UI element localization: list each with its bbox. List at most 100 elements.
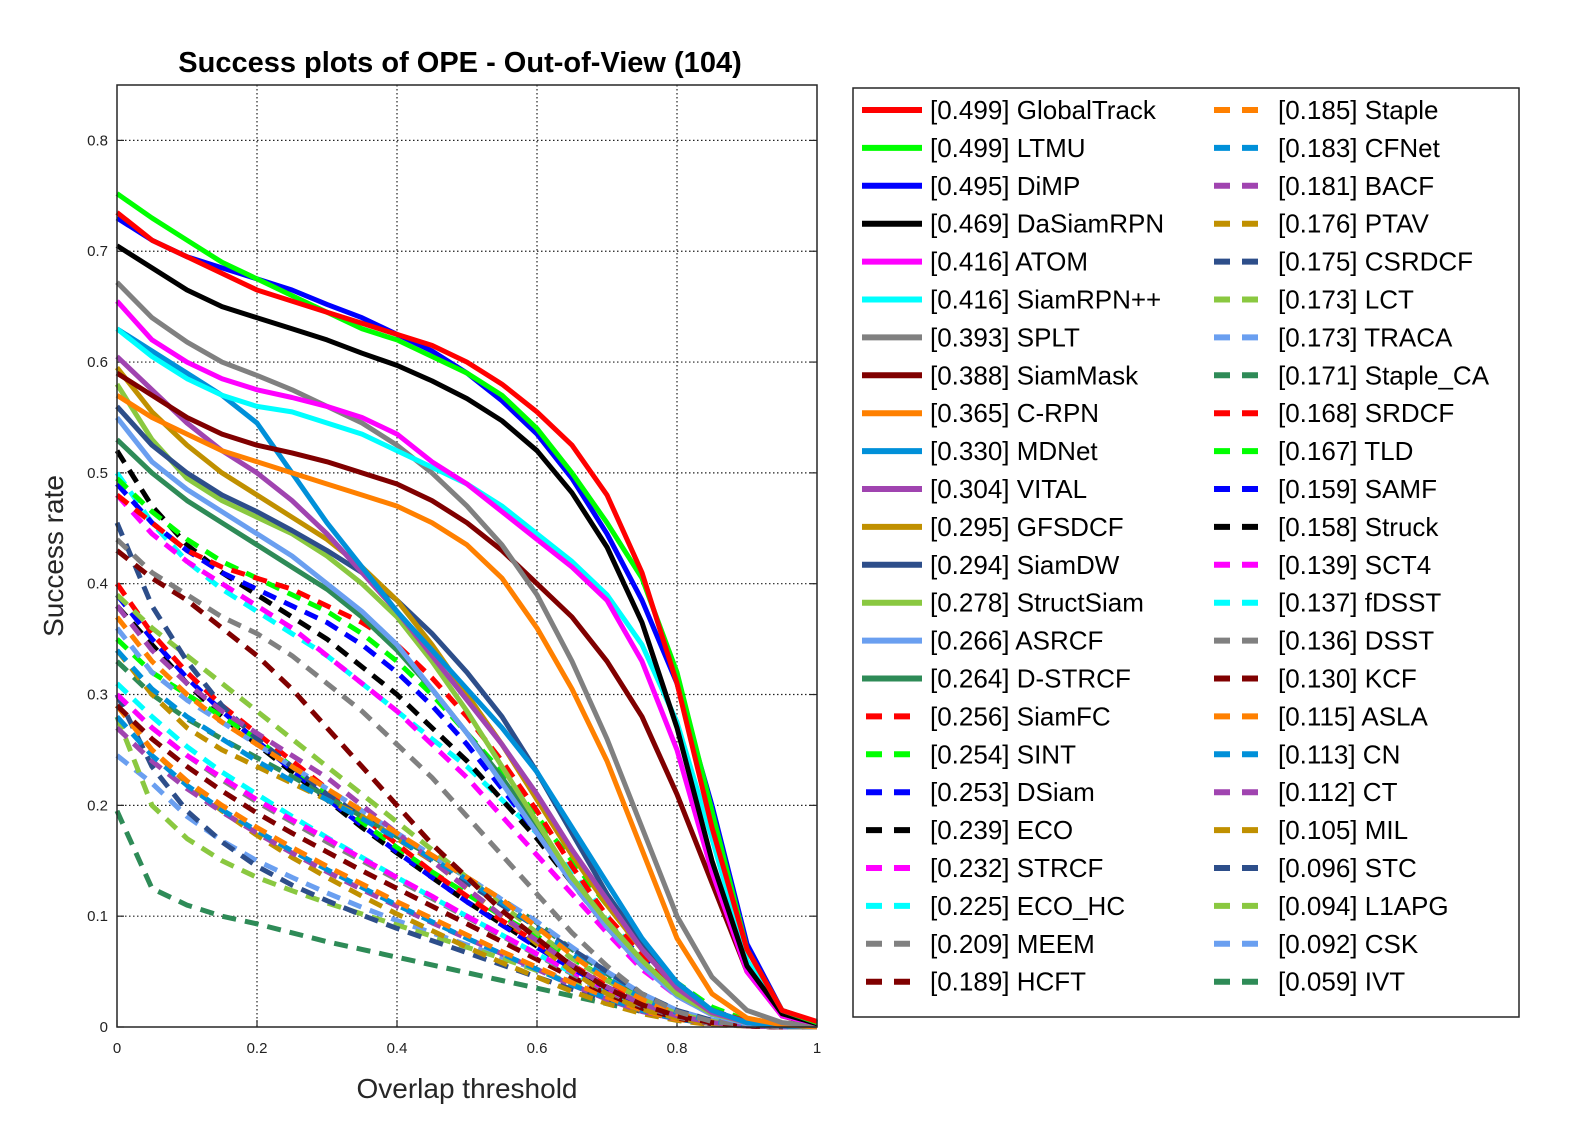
legend-label: [0.167] TLD <box>1278 436 1413 466</box>
series-line <box>115 243 818 1027</box>
x-tick-label: 0.2 <box>247 1040 268 1057</box>
legend-item: [0.173] TRACA <box>1214 322 1453 352</box>
legend-item: [0.499] LTMU <box>862 133 1086 163</box>
legend-item: [0.139] SCT4 <box>1214 550 1431 580</box>
legend-label: [0.209] MEEM <box>930 929 1095 959</box>
legend-item: [0.112] CT <box>1214 777 1398 807</box>
y-tick-label: 0.1 <box>87 908 108 925</box>
legend-label: [0.139] SCT4 <box>1278 550 1431 580</box>
legend-label: [0.495] DiMP <box>930 171 1080 201</box>
legend-label: [0.225] ECO_HC <box>930 891 1125 921</box>
legend-item: [0.096] STC <box>1214 853 1417 883</box>
legend-label: [0.185] Staple <box>1278 95 1438 125</box>
legend-label: [0.499] LTMU <box>930 133 1086 163</box>
series-line <box>115 191 818 1025</box>
plot-area: 0 0.1 0.2 0.3 0.4 0.5 0.6 0.7 0.8 0 0.2 0.4 0.6 0.8 1 <box>87 84 821 1057</box>
legend-item: [0.225] ECO_HC <box>866 891 1125 921</box>
legend-item: [0.189] HCFT <box>866 967 1086 997</box>
series-line <box>115 299 818 1027</box>
chart-title: Success plots of OPE - Out-of-View (104) <box>178 47 741 79</box>
legend-item: [0.469] DaSiamRPN <box>862 209 1164 239</box>
series-line <box>115 393 818 1030</box>
legend-item: [0.254] SINT <box>866 739 1076 769</box>
legend-item: [0.167] TLD <box>1214 436 1413 466</box>
legend-label: [0.130] KCF <box>1278 664 1417 694</box>
y-tick-label: 0.3 <box>87 687 108 704</box>
y-tick-label: 0 <box>100 1019 108 1036</box>
legend-item: [0.304] VITAL <box>862 474 1087 504</box>
legend-label: [0.416] ATOM <box>930 247 1088 277</box>
legend-label: [0.096] STC <box>1278 853 1417 883</box>
legend-item: [0.115] ASLA <box>1214 701 1429 731</box>
legend-label: [0.388] SiamMask <box>930 360 1139 390</box>
legend-item: [0.388] SiamMask <box>862 360 1139 390</box>
series-line <box>115 715 817 1030</box>
y-tick-label: 0.6 <box>87 354 108 371</box>
legend-label: [0.059] IVT <box>1278 967 1405 997</box>
legend-label: [0.232] STRCF <box>930 853 1103 883</box>
x-axis-ticks: 0 0.2 0.4 0.6 0.8 1 <box>113 1020 821 1057</box>
legend-items: [0.499] GlobalTrack [0.499] LTMU [0.495] D… <box>862 95 1490 997</box>
legend-item: [0.113] CN <box>1214 739 1400 769</box>
legend-label: [0.393] SPLT <box>930 322 1080 352</box>
legend-label: [0.294] SiamDW <box>930 550 1120 580</box>
legend-item: [0.253] DSiam <box>866 777 1095 807</box>
legend-item: [0.136] DSST <box>1214 626 1434 656</box>
x-tick-label: 0.4 <box>387 1040 408 1057</box>
legend-label: [0.094] L1APG <box>1278 891 1449 921</box>
legend-item: [0.176] PTAV <box>1214 209 1429 239</box>
legend-label: [0.173] LCT <box>1278 285 1414 315</box>
legend-item: [0.059] IVT <box>1214 967 1405 997</box>
legend-label: [0.183] CFNet <box>1278 133 1441 163</box>
legend-item: [0.278] StructSiam <box>862 588 1144 618</box>
legend-item: [0.185] Staple <box>1214 95 1438 125</box>
legend-item: [0.416] ATOM <box>862 247 1088 277</box>
legend-label: [0.159] SAMF <box>1278 474 1437 504</box>
y-tick-label: 0.7 <box>87 243 108 260</box>
x-axis-label: Overlap threshold <box>356 1073 577 1104</box>
legend-item: [0.256] SiamFC <box>866 701 1111 731</box>
legend-item: [0.173] LCT <box>1214 285 1414 315</box>
legend-item: [0.181] BACF <box>1214 171 1434 201</box>
x-tick-label: 0 <box>113 1040 121 1057</box>
legend-label: [0.175] CSRDCF <box>1278 247 1473 277</box>
legend-item: [0.266] ASRCF <box>862 626 1103 656</box>
legend-label: [0.189] HCFT <box>930 967 1086 997</box>
legend-label: [0.115] ASLA <box>1278 701 1429 731</box>
legend-label: [0.176] PTAV <box>1278 209 1429 239</box>
plot-frame <box>117 85 817 1027</box>
legend-label: [0.136] DSST <box>1278 626 1434 656</box>
legend-item: [0.168] SRDCF <box>1214 398 1454 428</box>
series-line <box>114 471 818 1030</box>
legend-label: [0.113] CN <box>1278 739 1400 769</box>
legend-item: [0.365] C-RPN <box>862 398 1099 428</box>
legend-item: [0.239] ECO <box>866 815 1073 845</box>
x-tick-label: 0.6 <box>527 1040 548 1057</box>
legend-label: [0.253] DSiam <box>930 777 1095 807</box>
legend-label: [0.304] VITAL <box>930 474 1087 504</box>
y-tick-label: 0.2 <box>87 797 108 814</box>
legend-item: [0.393] SPLT <box>862 322 1080 352</box>
legend-label: [0.092] CSK <box>1278 929 1419 959</box>
grid-lines <box>117 85 817 1027</box>
legend-label: [0.295] GFSDCF <box>930 512 1124 542</box>
legend-label: [0.105] MIL <box>1278 815 1408 845</box>
legend-label: [0.254] SINT <box>930 739 1076 769</box>
legend-label: [0.330] MDNet <box>930 436 1098 466</box>
legend-label: [0.239] ECO <box>930 815 1073 845</box>
x-tick-label: 1 <box>813 1040 821 1057</box>
legend-item: [0.294] SiamDW <box>862 550 1120 580</box>
series-line <box>115 725 817 1030</box>
legend-item: [0.094] L1APG <box>1214 891 1449 921</box>
legend-item: [0.495] DiMP <box>862 171 1080 201</box>
series-line <box>115 354 818 1030</box>
legend-item: [0.416] SiamRPN++ <box>862 285 1161 315</box>
legend-item: [0.264] D-STRCF <box>862 664 1131 694</box>
legend-item: [0.158] Struck <box>1214 512 1439 542</box>
legend-item: [0.209] MEEM <box>866 929 1095 959</box>
legend-item: [0.092] CSK <box>1214 929 1419 959</box>
legend-item: [0.137] fDSST <box>1214 588 1441 618</box>
y-axis-label: Success rate <box>38 475 69 637</box>
legend-item: [0.232] STRCF <box>866 853 1103 883</box>
